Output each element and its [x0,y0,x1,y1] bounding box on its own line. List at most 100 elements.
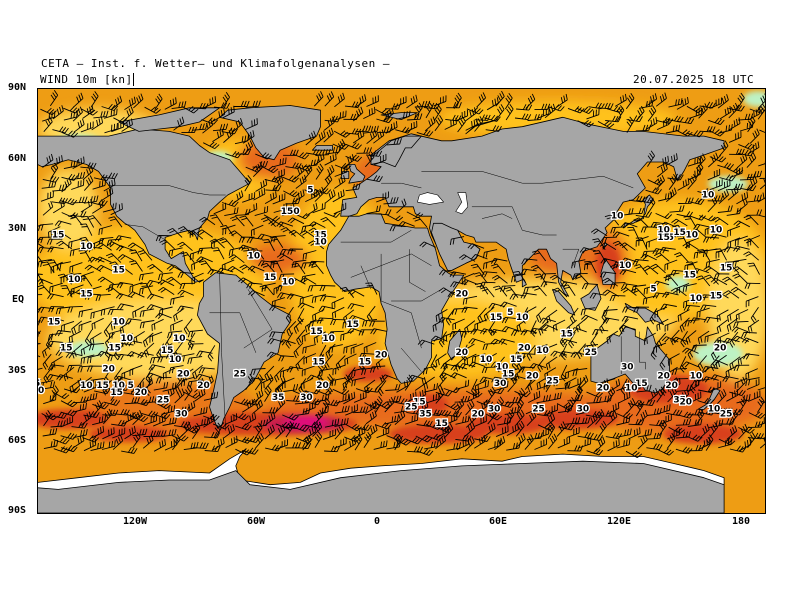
wind-barb [383,196,399,205]
wind-barb [645,116,658,130]
wind-barb [461,330,477,339]
wind-barb [745,296,759,308]
wind-barb [155,312,172,319]
wind-barb [68,214,83,226]
wind-barb [347,303,364,310]
wind-barb [717,407,733,415]
wind-barb [121,118,133,132]
wind-barb [578,437,592,449]
wind-barb [687,378,700,393]
wind-barb [332,364,346,376]
wind-barb [396,110,411,120]
wind-barb [38,243,44,248]
wind-barb [657,162,668,178]
wind-barb [375,396,383,413]
wind-barb [588,102,605,110]
wind-barb [90,441,105,452]
land-svalbard [380,112,418,120]
wind-barb [373,440,388,450]
wind-barb [474,116,484,132]
wind-barb [330,318,346,326]
wind-barb [677,117,695,125]
wind-barb [164,97,177,110]
wind-barb [66,290,84,297]
wind-barb [639,99,654,109]
wind-barb [606,402,620,415]
wind-barb [96,264,113,272]
wind-barb [47,316,65,323]
wind-barb [91,199,108,207]
map-frame[interactable]: 1510151015151010101515151020201015105252… [37,88,766,514]
wind-barb [97,276,114,285]
wind-barb [375,401,392,410]
lat-label-60n: 60N [8,153,27,164]
wind-barb [580,307,596,316]
wind-barb [334,162,352,171]
wind-speed-labels: 1510151015151010101515151020201015105252… [38,184,734,430]
wind-barb [659,234,677,241]
wind-barb [315,148,331,156]
wind-barb [342,318,357,329]
wind-barb [361,367,377,376]
wind-barb [443,423,454,439]
wind-barb [177,289,194,296]
wind-barb [714,248,727,261]
wind-barb [159,239,175,250]
wind-barb [737,92,745,110]
wind-barb [631,287,647,299]
wind-barb [729,331,739,348]
wind-barb [209,238,225,249]
wind-speed-label: 15 [80,289,93,299]
wind-barb [558,423,575,431]
wind-barb [757,417,765,427]
wind-barb [653,342,667,354]
wind-barb [679,317,690,333]
wind-barb [146,293,164,300]
wind-barb [354,94,367,108]
wind-barb [302,250,317,260]
wind-barb [196,350,213,357]
wind-barb [164,438,178,451]
wind-barb [757,396,765,413]
wind-barb [84,329,93,346]
wind-barb [148,364,166,371]
wind-barb [743,251,759,261]
wind-barb [314,431,323,448]
wind-barb [221,199,239,207]
wind-barb [484,353,497,366]
wind-barb [643,284,658,295]
wind-barb [670,269,687,277]
wind-barb [544,103,556,119]
wind-speed-label: 15 [435,419,448,429]
wind-barb [73,429,88,439]
wind-barb [586,108,600,120]
wind-barb [73,396,89,404]
wind-barb [294,164,305,180]
wind-barb [345,154,363,162]
wind-barb [646,432,663,440]
wind-barb [52,126,69,134]
wind-barb [666,409,683,417]
wind-barb [151,430,167,438]
wind-barb [101,103,119,111]
wind-barb [38,367,43,370]
wind-barb [474,415,487,427]
wind-barb [495,425,509,438]
wind-barb [82,165,94,181]
wind-barbs [38,89,765,458]
wind-barb [581,283,598,290]
wind-barb [165,352,182,360]
wind-barb [685,434,703,442]
wind-barb [697,330,710,345]
wind-barb [71,378,83,393]
wind-barb [247,265,265,272]
wind-barb [655,175,666,191]
wind-map[interactable]: 1510151015151010101515151020201015105252… [38,89,765,513]
wind-barb [212,128,224,142]
wind-barb [351,377,366,387]
wind-barb [464,422,476,437]
wind-barb [129,260,143,272]
wind-barb [52,105,64,120]
wind-barb [484,114,501,122]
wind-barb [747,141,760,155]
